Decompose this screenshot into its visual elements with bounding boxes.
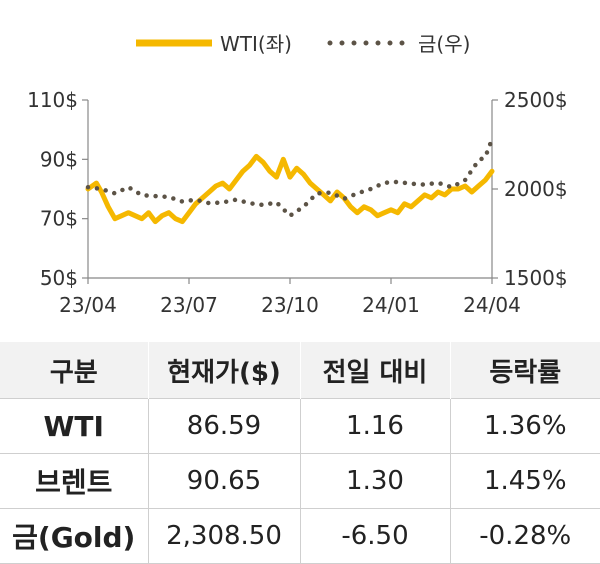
row-name: WTI (0, 398, 148, 454)
series-line-wti (85, 153, 495, 225)
row-price: 2,308.50 (147, 508, 300, 564)
legend-label-wti: WTI(좌) (220, 32, 292, 56)
x-tick-label: 23/07 (160, 293, 218, 317)
left-tick-label: 110$ (27, 88, 78, 112)
row-name: 브렌트 (0, 453, 148, 509)
row-rate: -0.28% (449, 508, 600, 564)
row-price: 90.65 (147, 453, 300, 509)
left-tick-label: 50$ (40, 266, 78, 290)
chart-legend: WTI(좌) 금(우) (136, 32, 470, 56)
price-table: 구분 현재가($) 전일 대비 등락률 WTI 86.59 1.16 1.36%… (0, 342, 600, 564)
tick-labels: 110$ 90$ 70$ 50$ 2500$ 2000$ 1500$ 23/04 23/07 23… (27, 88, 568, 317)
header-category: 구분 (0, 342, 148, 399)
x-tick-label: 23/04 (59, 293, 117, 317)
row-price: 86.59 (147, 398, 300, 454)
header-change-rate: 등락률 (449, 342, 600, 399)
row-rate: 1.36% (449, 398, 600, 454)
header-current-price: 현재가($) (147, 342, 300, 399)
table-row: 브렌트 90.65 1.30 1.45% (0, 453, 600, 509)
x-tick-label: 24/01 (362, 293, 420, 317)
table-row: WTI 86.59 1.16 1.36% (0, 398, 600, 454)
table-row: 금(Gold) 2,308.50 -6.50 -0.28% (0, 508, 600, 564)
row-change: -6.50 (299, 508, 450, 564)
header-change: 전일 대비 (299, 342, 450, 399)
row-name: 금(Gold) (0, 508, 148, 564)
left-tick-label: 70$ (40, 207, 78, 231)
row-change: 1.16 (299, 398, 450, 454)
series-lines (85, 136, 495, 225)
right-tick-label: 2500$ (504, 88, 568, 112)
table-header-row: 구분 현재가($) 전일 대비 등락률 (0, 342, 600, 399)
row-change: 1.30 (299, 453, 450, 509)
legend-label-gold: 금(우) (418, 32, 470, 56)
right-tick-label: 1500$ (504, 266, 568, 290)
right-tick-label: 2000$ (504, 177, 568, 201)
x-tick-label: 24/04 (463, 293, 521, 317)
row-rate: 1.45% (449, 453, 600, 509)
chart-axes (82, 99, 498, 284)
price-chart: WTI(좌) 금(우) 110$ 90$ 70$ 50$ 2500$ 2000$ 1500$… (27, 32, 568, 317)
x-tick-label: 23/10 (261, 293, 319, 317)
left-tick-label: 90$ (40, 147, 78, 171)
series-line-gold (85, 136, 495, 218)
